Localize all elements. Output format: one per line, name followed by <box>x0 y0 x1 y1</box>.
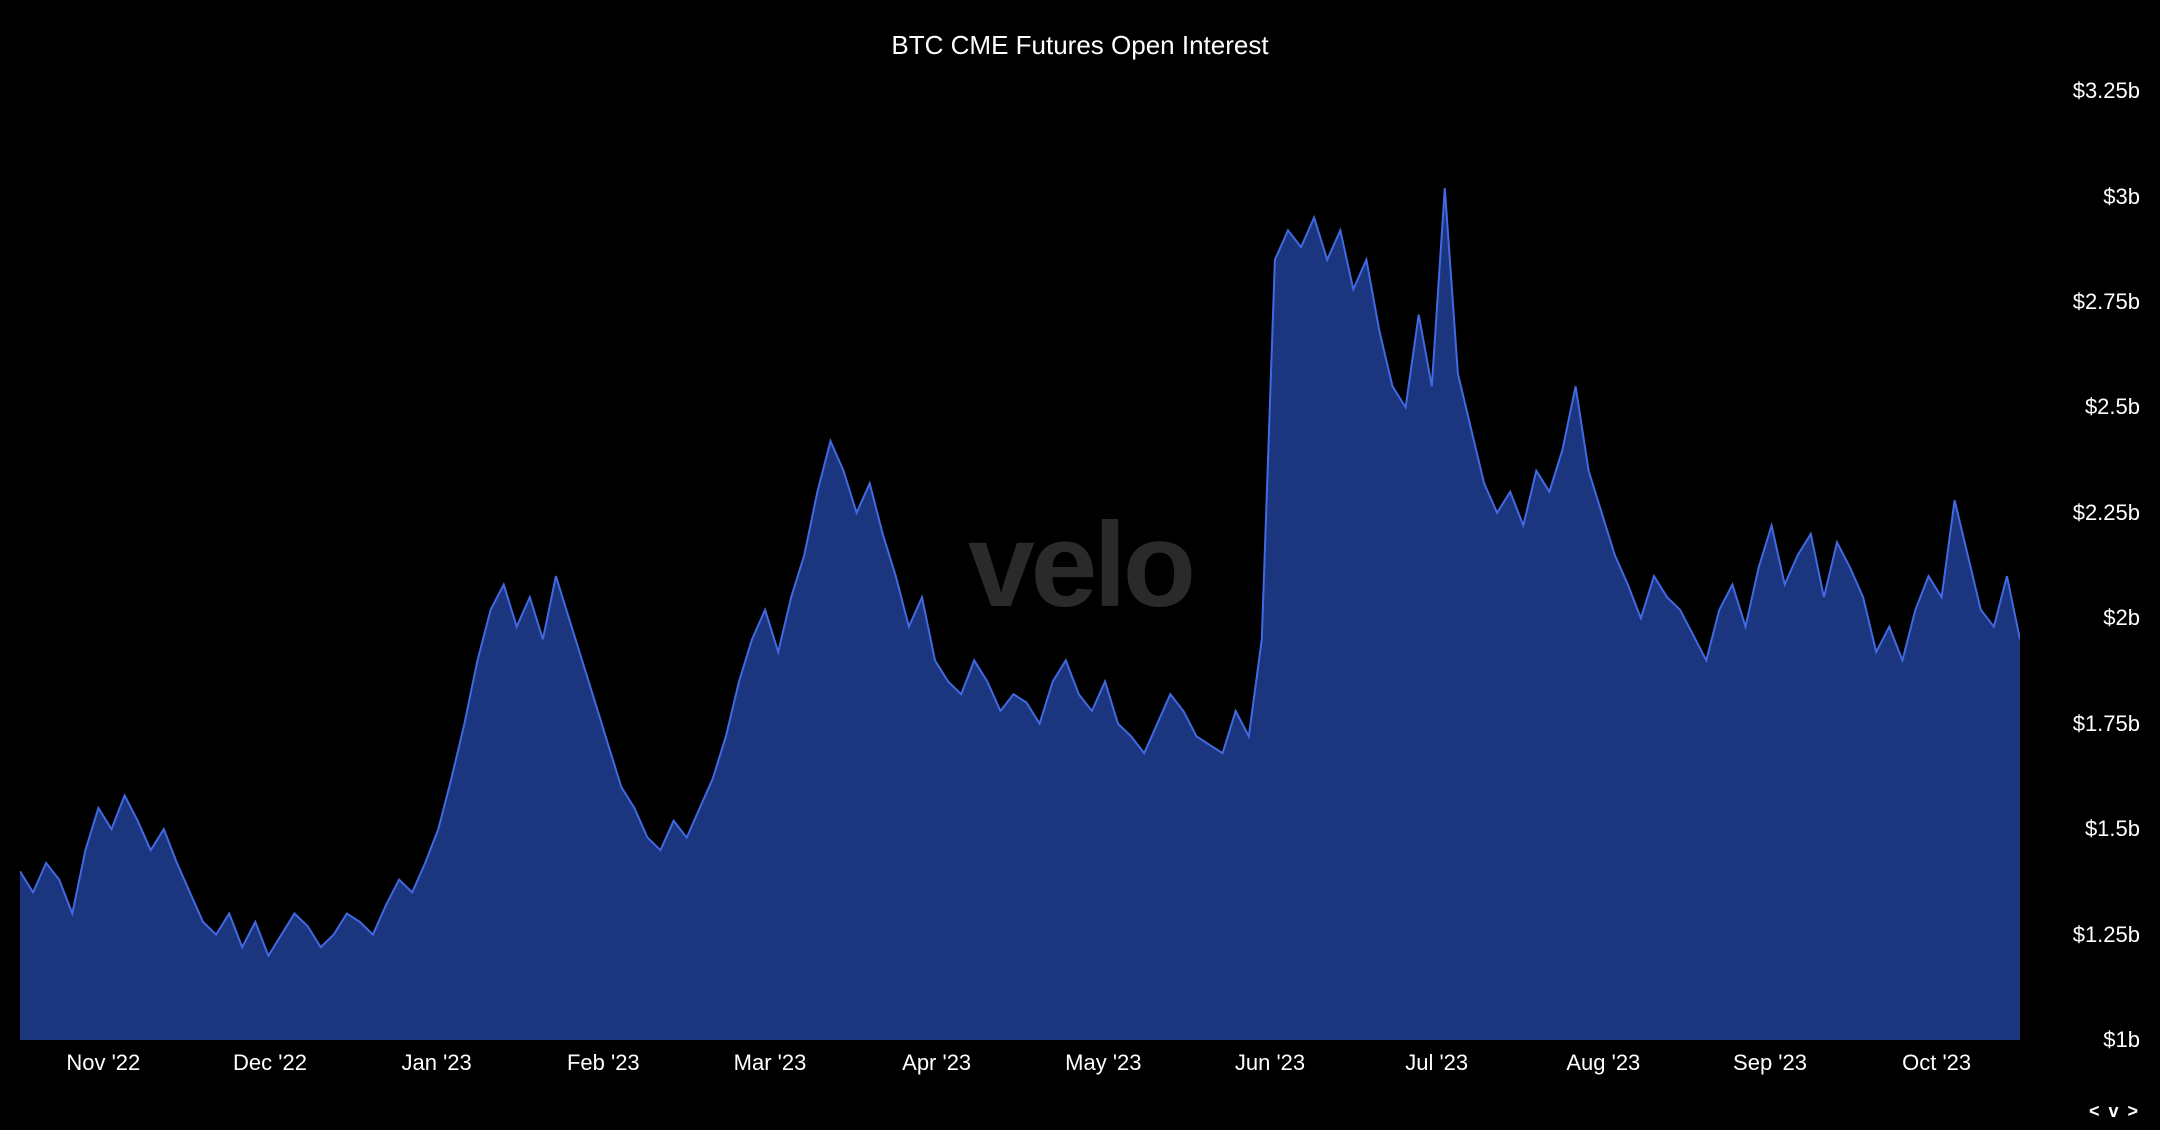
x-tick-label: Jun '23 <box>1235 1050 1305 1076</box>
corner-mark: < v > <box>2089 1101 2140 1122</box>
y-tick-label: $2.75b <box>2073 289 2140 315</box>
x-tick-label: Apr '23 <box>902 1050 971 1076</box>
x-tick-label: Dec '22 <box>233 1050 307 1076</box>
chart-container: BTC CME Futures Open Interest velo $1b$1… <box>0 0 2160 1130</box>
y-axis: $1b$1.25b$1.5b$1.75b$2b$2.25b$2.5b$2.75b… <box>2020 70 2140 1040</box>
x-tick-label: Feb '23 <box>567 1050 640 1076</box>
area-chart-svg <box>20 70 2020 1040</box>
y-tick-label: $3.25b <box>2073 78 2140 104</box>
x-tick-label: Sep '23 <box>1733 1050 1807 1076</box>
y-tick-label: $3b <box>2103 184 2140 210</box>
y-tick-label: $1b <box>2103 1027 2140 1053</box>
x-tick-label: Jan '23 <box>402 1050 472 1076</box>
plot-area <box>20 70 2020 1040</box>
x-tick-label: Oct '23 <box>1902 1050 1971 1076</box>
x-tick-label: Jul '23 <box>1405 1050 1468 1076</box>
area-fill <box>20 188 2020 1040</box>
y-tick-label: $2.25b <box>2073 500 2140 526</box>
x-tick-label: May '23 <box>1065 1050 1141 1076</box>
x-tick-label: Aug '23 <box>1566 1050 1640 1076</box>
x-tick-label: Mar '23 <box>734 1050 807 1076</box>
y-tick-label: $2b <box>2103 605 2140 631</box>
y-tick-label: $1.5b <box>2085 816 2140 842</box>
y-tick-label: $2.5b <box>2085 394 2140 420</box>
x-axis: Nov '22 Dec '22 Jan '23 Feb '23 Mar '23 Apr '… <box>20 1050 2020 1090</box>
y-tick-label: $1.25b <box>2073 922 2140 948</box>
y-tick-label: $1.75b <box>2073 711 2140 737</box>
x-tick-label: Nov '22 <box>66 1050 140 1076</box>
chart-title: BTC CME Futures Open Interest <box>891 30 1268 61</box>
